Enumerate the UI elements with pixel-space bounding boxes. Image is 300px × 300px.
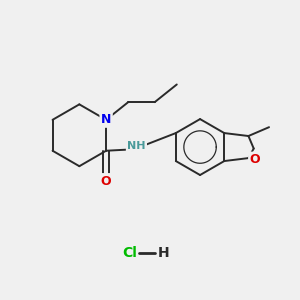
Text: O: O (250, 153, 260, 166)
Text: Cl: Cl (122, 246, 137, 260)
Text: H: H (158, 246, 169, 260)
Text: NH: NH (127, 141, 146, 151)
Text: N: N (101, 113, 111, 126)
Text: O: O (101, 175, 111, 188)
